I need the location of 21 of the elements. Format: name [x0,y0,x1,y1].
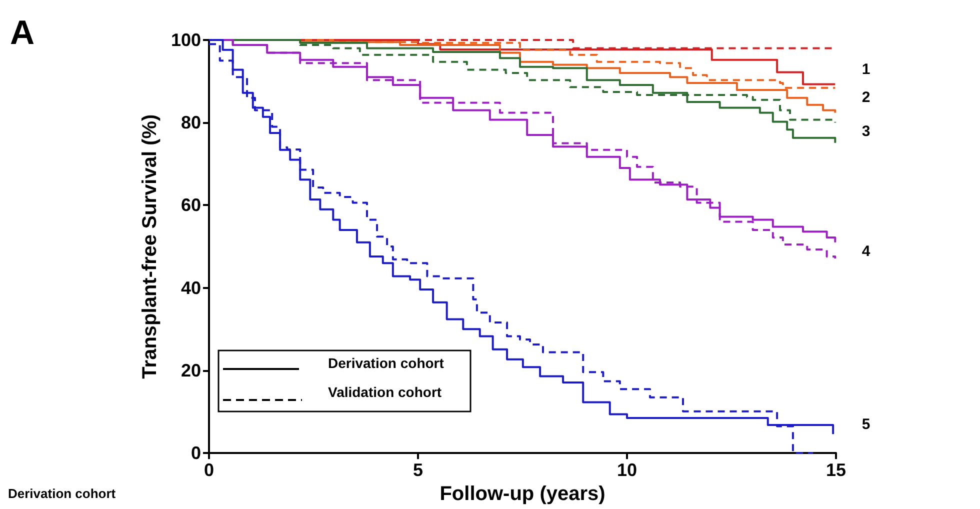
x-axis-title: Follow-up (years) [440,483,606,505]
y-tick-label: 100 [170,30,201,50]
x-tick-label: 15 [826,460,846,480]
text: 4 [862,243,871,260]
y-tick-label: 60 [180,195,201,216]
annotation: Validation cohort [328,384,442,400]
text: 3 [862,123,870,140]
y-tick-label: 40 [180,278,201,298]
text: A [10,14,35,52]
text: 5 [862,416,870,433]
x-tick-label: 0 [204,460,214,480]
y-tick-label: 20 [180,360,201,380]
x-tick-label: 10 [616,460,638,480]
x-tick-label: 5 [412,460,424,480]
text: 2 [862,89,870,106]
y-tick-label: 0 [190,443,201,464]
text: Derivation cohort [8,486,116,501]
y-axis-title: Transplant-free Survival (%) [139,114,162,379]
text: 1 [862,61,870,78]
y-tick-label: 80 [180,112,201,133]
annotation: Derivation cohort [328,355,444,371]
